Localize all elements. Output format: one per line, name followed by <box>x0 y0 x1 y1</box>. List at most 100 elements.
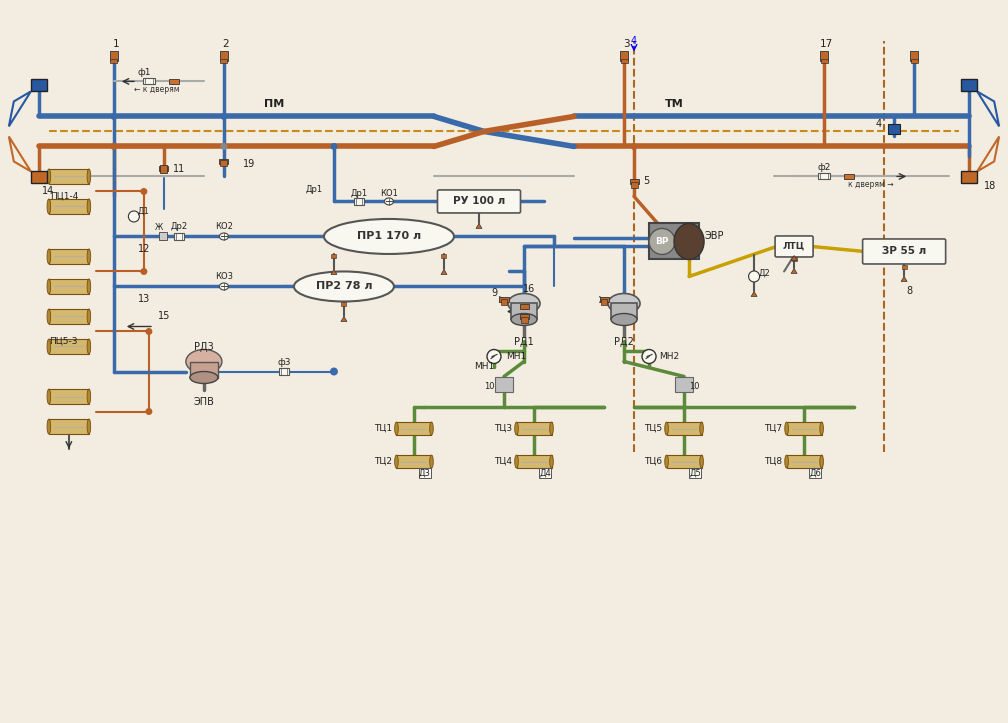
Ellipse shape <box>87 249 91 264</box>
Text: КО3: КО3 <box>215 272 233 281</box>
Bar <box>495 377 513 392</box>
Text: 19: 19 <box>243 160 255 169</box>
Text: Др1: Др1 <box>305 185 323 194</box>
Text: 14: 14 <box>42 187 54 197</box>
Bar <box>332 254 337 258</box>
Bar <box>48 309 89 324</box>
Ellipse shape <box>664 422 668 435</box>
Bar <box>110 51 118 61</box>
Text: ф2: ф2 <box>817 163 831 172</box>
Bar <box>539 468 551 478</box>
Ellipse shape <box>515 455 518 468</box>
Bar <box>48 249 89 264</box>
Bar <box>511 304 537 320</box>
Ellipse shape <box>631 143 637 150</box>
Text: 15: 15 <box>157 312 170 322</box>
Bar <box>611 304 637 320</box>
Text: 10: 10 <box>688 382 700 391</box>
Ellipse shape <box>820 422 824 435</box>
Ellipse shape <box>140 188 147 195</box>
Ellipse shape <box>87 339 91 354</box>
Bar <box>601 299 607 306</box>
Ellipse shape <box>47 339 50 354</box>
Ellipse shape <box>87 389 91 404</box>
Bar <box>600 297 609 301</box>
FancyBboxPatch shape <box>437 190 520 213</box>
Text: 10: 10 <box>484 382 494 391</box>
Bar <box>809 468 822 478</box>
Ellipse shape <box>87 419 91 434</box>
FancyBboxPatch shape <box>775 236 813 257</box>
Ellipse shape <box>145 328 152 335</box>
Text: ЭПВ: ЭПВ <box>194 396 215 406</box>
Ellipse shape <box>785 422 788 435</box>
Text: 5: 5 <box>643 176 649 187</box>
Bar <box>962 171 977 184</box>
Bar <box>500 297 508 301</box>
Ellipse shape <box>700 422 704 435</box>
Ellipse shape <box>47 279 50 294</box>
Text: к дверям →: к дверям → <box>849 180 894 189</box>
Bar <box>159 233 167 241</box>
Bar <box>419 468 431 478</box>
Text: РД3: РД3 <box>194 341 214 351</box>
Text: Д4: Д4 <box>539 469 551 477</box>
Ellipse shape <box>87 169 91 184</box>
Bar <box>666 422 702 435</box>
Bar <box>48 389 89 404</box>
Ellipse shape <box>87 279 91 294</box>
Bar <box>48 419 89 434</box>
Text: ПЦ5-3: ПЦ5-3 <box>49 337 78 346</box>
Text: Д6: Д6 <box>809 469 822 477</box>
Polygon shape <box>751 291 757 296</box>
Text: ТЦ1: ТЦ1 <box>374 424 392 433</box>
Ellipse shape <box>221 113 228 120</box>
Text: КО2: КО2 <box>215 222 233 231</box>
Bar <box>160 166 167 174</box>
Text: ПР1 170 л: ПР1 170 л <box>357 231 421 241</box>
Bar <box>910 59 917 64</box>
Text: 8: 8 <box>906 286 912 296</box>
Ellipse shape <box>87 199 91 214</box>
Text: Др1: Др1 <box>351 189 368 198</box>
Text: 4: 4 <box>631 36 637 46</box>
Bar <box>962 80 977 91</box>
Bar <box>31 171 46 184</box>
Text: ЭВР: ЭВР <box>705 231 724 241</box>
Text: 17: 17 <box>820 39 833 49</box>
Text: РД1: РД1 <box>514 336 534 346</box>
Ellipse shape <box>128 211 139 222</box>
Bar <box>48 279 89 294</box>
Ellipse shape <box>785 455 788 468</box>
Ellipse shape <box>649 228 675 254</box>
Text: ТМ: ТМ <box>664 100 683 109</box>
Ellipse shape <box>429 455 433 468</box>
Ellipse shape <box>549 422 553 435</box>
Bar <box>516 422 551 435</box>
Ellipse shape <box>508 294 540 314</box>
Bar <box>675 377 694 392</box>
Bar <box>520 317 527 323</box>
Bar <box>442 254 447 258</box>
Text: ТЦ6: ТЦ6 <box>644 457 662 466</box>
Ellipse shape <box>664 455 668 468</box>
Ellipse shape <box>47 309 50 324</box>
Ellipse shape <box>331 143 338 150</box>
Text: Д1: Д1 <box>138 207 150 216</box>
Text: ЗР 55 л: ЗР 55 л <box>882 247 926 257</box>
Bar <box>666 455 702 468</box>
Ellipse shape <box>47 169 50 184</box>
Polygon shape <box>791 255 797 260</box>
Text: 4: 4 <box>876 119 882 129</box>
Text: РД2: РД2 <box>614 336 634 346</box>
Bar <box>689 468 701 478</box>
Bar <box>169 79 178 84</box>
Text: ТЦ3: ТЦ3 <box>494 424 512 433</box>
Text: МН2: МН2 <box>659 352 679 361</box>
Ellipse shape <box>611 314 637 325</box>
Bar <box>888 124 900 134</box>
Text: Д3: Д3 <box>419 469 430 477</box>
Bar <box>631 182 637 189</box>
Ellipse shape <box>47 419 50 434</box>
Bar <box>519 315 528 319</box>
